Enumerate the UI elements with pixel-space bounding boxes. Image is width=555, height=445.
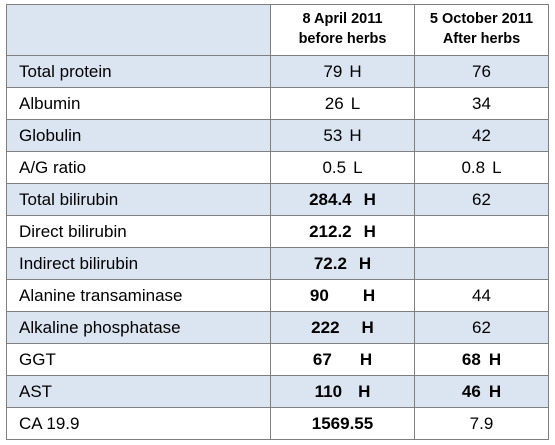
row-label: Alkaline phosphatase xyxy=(6,311,271,344)
before-flag: H xyxy=(363,189,376,209)
before-value: 90 xyxy=(309,285,329,305)
row-label: Alanine transaminase xyxy=(6,279,271,312)
after-value-cell: 76 xyxy=(414,55,549,88)
row-label: CA 19.9 xyxy=(6,407,271,440)
before-value-cell: 67 H xyxy=(270,343,415,376)
before-value: 79 xyxy=(323,61,343,81)
row-label: Total bilirubin xyxy=(6,183,271,216)
table-row-alkaline-phosphatase: Alkaline phosphatase 222 H 62 xyxy=(6,311,549,344)
table-row-total-bilirubin: Total bilirubin 284.4 H 62 xyxy=(6,183,549,216)
before-value-cell: 284.4 H xyxy=(270,183,415,216)
after-flag: H xyxy=(488,349,502,369)
after-value-cell xyxy=(414,247,549,280)
before-value-cell: 1569.55 xyxy=(270,407,415,440)
before-flag: H xyxy=(358,381,371,401)
before-flag: H xyxy=(349,125,362,145)
before-flag: L xyxy=(353,157,363,177)
before-value-cell: 26 L xyxy=(270,87,415,120)
after-value: 42 xyxy=(472,125,491,145)
after-value: 76 xyxy=(472,61,491,81)
row-label: Indirect bilirubin xyxy=(6,247,271,280)
after-flag: L xyxy=(492,157,502,177)
header-blank-cell xyxy=(6,4,271,56)
before-value-cell: 222 H xyxy=(270,311,415,344)
before-value-cell: 0.5 L xyxy=(270,151,415,184)
table-row-indirect-bilirubin: Indirect bilirubin 72.2 H xyxy=(6,247,549,280)
table-header-row: 8 April 2011 before herbs 5 October 2011… xyxy=(6,4,549,56)
before-flag: H xyxy=(359,349,373,369)
after-value-cell: 7.9 xyxy=(414,407,549,440)
table-row-total-protein: Total protein 79 H 76 xyxy=(6,55,549,88)
after-value-cell: 42 xyxy=(414,119,549,152)
before-value-cell: 212.2 H xyxy=(270,215,415,248)
after-value: 62 xyxy=(472,189,491,209)
table-row-alanine-transaminase: Alanine transaminase 90 H 44 xyxy=(6,279,549,312)
header-before-date: 8 April 2011 xyxy=(302,11,383,28)
header-after-date: 5 October 2011 xyxy=(429,11,534,28)
before-value-cell: 53 H xyxy=(270,119,415,152)
after-value: 34 xyxy=(472,93,491,113)
table-row-albumin: Albumin 26 L 34 xyxy=(6,87,549,120)
before-value: 222 xyxy=(311,317,340,337)
row-label: A/G ratio xyxy=(6,151,271,184)
after-value-cell: 34 xyxy=(414,87,549,120)
before-value: 26 xyxy=(324,93,344,113)
before-value: 67 xyxy=(312,349,332,369)
header-after-label: After herbs xyxy=(442,31,521,47)
after-value: 44 xyxy=(472,285,491,305)
before-flag: H xyxy=(361,317,374,337)
after-value-cell: 62 xyxy=(414,311,549,344)
before-value-cell: 79 H xyxy=(270,55,415,88)
table-row-ag-ratio: A/G ratio 0.5 L 0.8 L xyxy=(6,151,549,184)
after-value: 62 xyxy=(472,317,491,337)
after-flag: H xyxy=(488,381,502,401)
after-value-cell: 0.8 L xyxy=(414,151,549,184)
table-row-direct-bilirubin: Direct bilirubin 212.2 H xyxy=(6,215,549,248)
row-label: Globulin xyxy=(6,119,271,152)
before-value: 212.2 xyxy=(309,221,352,241)
before-flag: H xyxy=(362,285,376,305)
after-value-cell xyxy=(414,215,549,248)
before-value: 53 xyxy=(323,125,343,145)
after-value: 68 xyxy=(461,349,481,369)
before-flag: H xyxy=(363,221,376,241)
before-value-cell: 90 H xyxy=(270,279,415,312)
row-label: Albumin xyxy=(6,87,271,120)
header-before-label: before herbs xyxy=(298,31,387,47)
before-value: 0.5 xyxy=(322,157,347,177)
after-value: 0.8 xyxy=(461,157,486,177)
before-flag: L xyxy=(350,93,361,113)
table-row-globulin: Globulin 53 H 42 xyxy=(6,119,549,152)
before-value: 1569.55 xyxy=(311,413,374,433)
before-value: 72.2 xyxy=(313,253,347,273)
row-label: GGT xyxy=(6,343,271,376)
after-value-cell: 62 xyxy=(414,183,549,216)
before-value-cell: 110 H xyxy=(270,375,415,408)
after-value-cell: 46 H xyxy=(414,375,549,408)
row-label: Direct bilirubin xyxy=(6,215,271,248)
header-after-herbs: 5 October 2011 After herbs xyxy=(414,4,549,56)
before-flag: H xyxy=(358,253,372,273)
row-label: AST xyxy=(6,375,271,408)
header-before-herbs: 8 April 2011 before herbs xyxy=(270,4,415,56)
after-value-cell: 68 H xyxy=(414,343,549,376)
after-value-cell: 44 xyxy=(414,279,549,312)
before-flag: H xyxy=(349,61,362,81)
lab-results-table: 8 April 2011 before herbs 5 October 2011… xyxy=(6,4,549,440)
row-label: Total protein xyxy=(6,55,271,88)
before-value-cell: 72.2 H xyxy=(270,247,415,280)
after-value: 7.9 xyxy=(469,413,494,433)
before-value: 110 xyxy=(314,381,343,401)
table-row-ca-19-9: CA 19.9 1569.55 7.9 xyxy=(6,407,549,440)
after-value: 46 xyxy=(461,381,481,401)
table-row-ast: AST 110 H 46 H xyxy=(6,375,549,408)
table-row-ggt: GGT 67 H 68 H xyxy=(6,343,549,376)
before-value: 284.4 xyxy=(309,189,352,209)
